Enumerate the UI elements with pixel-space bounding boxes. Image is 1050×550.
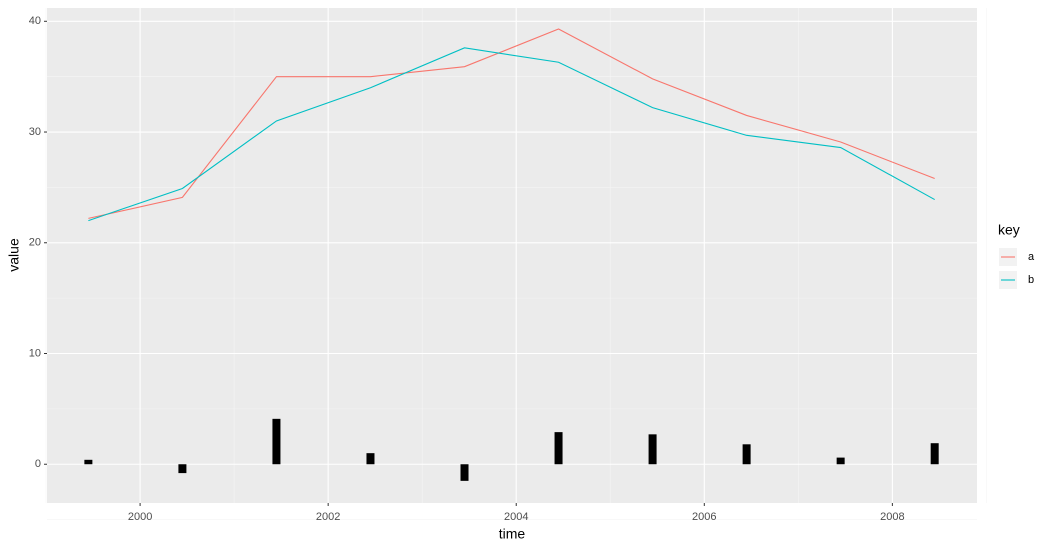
x-tick-label: 2006 — [692, 511, 716, 523]
bar — [554, 432, 563, 465]
y-tick-label: 40 — [29, 15, 41, 27]
y-tick-label: 30 — [29, 126, 41, 138]
y-tick-label: 20 — [29, 237, 41, 249]
x-tick-label: 2004 — [504, 511, 528, 523]
bar — [272, 418, 281, 465]
line — [88, 47, 935, 222]
bar — [366, 453, 375, 465]
y-axis-title: value — [6, 238, 22, 272]
x-tick-label: 2000 — [128, 511, 152, 523]
line — [88, 28, 935, 219]
y-tick-label: 10 — [29, 347, 41, 359]
legend-label: a — [1028, 251, 1035, 263]
x-tick-label: 2002 — [316, 511, 340, 523]
x-tick-label: 2008 — [880, 511, 904, 523]
bar — [742, 444, 751, 465]
x-axis-title: time — [499, 526, 526, 542]
bar — [930, 443, 939, 465]
panel — [47, 8, 977, 503]
legend-label: b — [1028, 274, 1034, 286]
bar — [648, 434, 657, 465]
y-tick-label: 0 — [35, 458, 41, 470]
legend-title: key — [998, 222, 1020, 238]
bar — [460, 464, 469, 481]
bar — [84, 459, 93, 465]
bar — [178, 464, 187, 474]
bar — [836, 457, 845, 465]
